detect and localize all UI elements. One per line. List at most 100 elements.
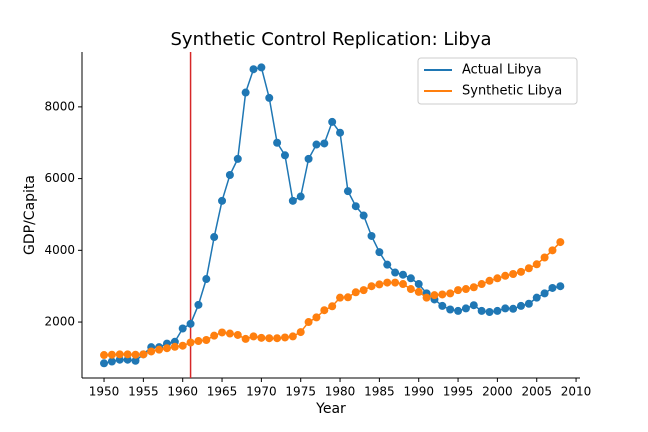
marker — [115, 350, 124, 359]
marker — [501, 271, 510, 280]
marker — [469, 283, 478, 292]
marker — [186, 319, 195, 328]
marker — [107, 350, 116, 359]
marker — [131, 350, 140, 359]
x-tick-label: 1955 — [128, 385, 159, 399]
legend-label: Synthetic Libya — [462, 84, 562, 99]
marker — [485, 276, 494, 285]
marker — [414, 280, 423, 289]
marker — [485, 308, 494, 317]
marker — [265, 334, 274, 343]
marker — [406, 285, 415, 294]
marker — [469, 301, 478, 310]
x-tick-label: 1990 — [403, 385, 434, 399]
marker — [516, 267, 525, 276]
x-tick-label: 1980 — [325, 385, 356, 399]
marker — [367, 231, 376, 240]
marker — [509, 304, 518, 313]
marker — [540, 289, 549, 298]
marker — [233, 154, 242, 163]
x-tick-label: 1985 — [364, 385, 395, 399]
marker — [461, 285, 470, 294]
marker — [202, 275, 211, 284]
marker — [524, 299, 533, 308]
marker — [391, 268, 400, 277]
marker — [147, 347, 156, 356]
marker — [359, 211, 368, 220]
series-line — [103, 241, 561, 356]
y-tick-label: 4000 — [44, 243, 75, 257]
marker — [320, 306, 329, 315]
marker — [524, 264, 533, 273]
y-tick-label: 2000 — [44, 315, 75, 329]
series-line — [103, 66, 561, 365]
marker — [454, 306, 463, 315]
marker — [532, 260, 541, 269]
marker — [548, 283, 557, 292]
marker — [194, 337, 203, 346]
x-tick-label: 1965 — [207, 385, 238, 399]
x-tick-label: 1970 — [246, 385, 277, 399]
marker — [398, 280, 407, 289]
marker — [162, 344, 171, 353]
marker — [351, 288, 360, 297]
marker — [312, 313, 321, 322]
x-axis-label: Year — [315, 401, 346, 417]
marker — [351, 202, 360, 211]
x-tick-label: 1975 — [285, 385, 316, 399]
marker — [273, 138, 282, 147]
x-tick-label: 1995 — [443, 385, 474, 399]
marker — [241, 334, 250, 343]
marker — [233, 330, 242, 339]
marker — [257, 63, 266, 72]
marker — [383, 260, 392, 269]
marker — [225, 329, 234, 338]
marker — [359, 286, 368, 295]
x-tick-label: 1960 — [167, 385, 198, 399]
marker — [265, 93, 274, 102]
marker — [304, 318, 313, 327]
marker — [446, 289, 455, 298]
marker — [454, 286, 463, 295]
marker — [540, 253, 549, 262]
marker — [509, 269, 518, 278]
marker — [367, 282, 376, 291]
marker — [556, 282, 565, 291]
marker — [123, 350, 132, 359]
marker — [406, 274, 415, 283]
marker — [320, 139, 329, 148]
marker — [194, 300, 203, 309]
x-tick-label: 2005 — [521, 385, 552, 399]
marker — [210, 331, 219, 340]
x-tick-label: 2010 — [561, 385, 592, 399]
marker — [477, 306, 486, 315]
legend-label: Actual Libya — [462, 63, 542, 78]
marker — [155, 345, 164, 354]
marker — [249, 65, 258, 74]
marker — [493, 274, 502, 283]
marker — [430, 291, 439, 300]
marker — [493, 306, 502, 315]
marker — [100, 359, 109, 368]
marker — [257, 333, 266, 342]
marker — [414, 287, 423, 296]
marker — [438, 290, 447, 299]
marker — [288, 196, 297, 205]
marker — [516, 301, 525, 310]
x-tick-label: 2000 — [482, 385, 513, 399]
marker — [280, 151, 289, 160]
marker — [139, 350, 148, 359]
marker — [343, 187, 352, 196]
marker — [296, 328, 305, 337]
marker — [532, 293, 541, 302]
marker — [280, 333, 289, 342]
marker — [391, 278, 400, 287]
marker — [131, 356, 140, 365]
marker — [225, 171, 234, 180]
marker — [304, 154, 313, 163]
marker — [241, 88, 250, 97]
y-axis-label: GDP/Capita — [22, 175, 38, 255]
marker — [202, 335, 211, 344]
marker — [328, 302, 337, 311]
marker — [296, 192, 305, 201]
